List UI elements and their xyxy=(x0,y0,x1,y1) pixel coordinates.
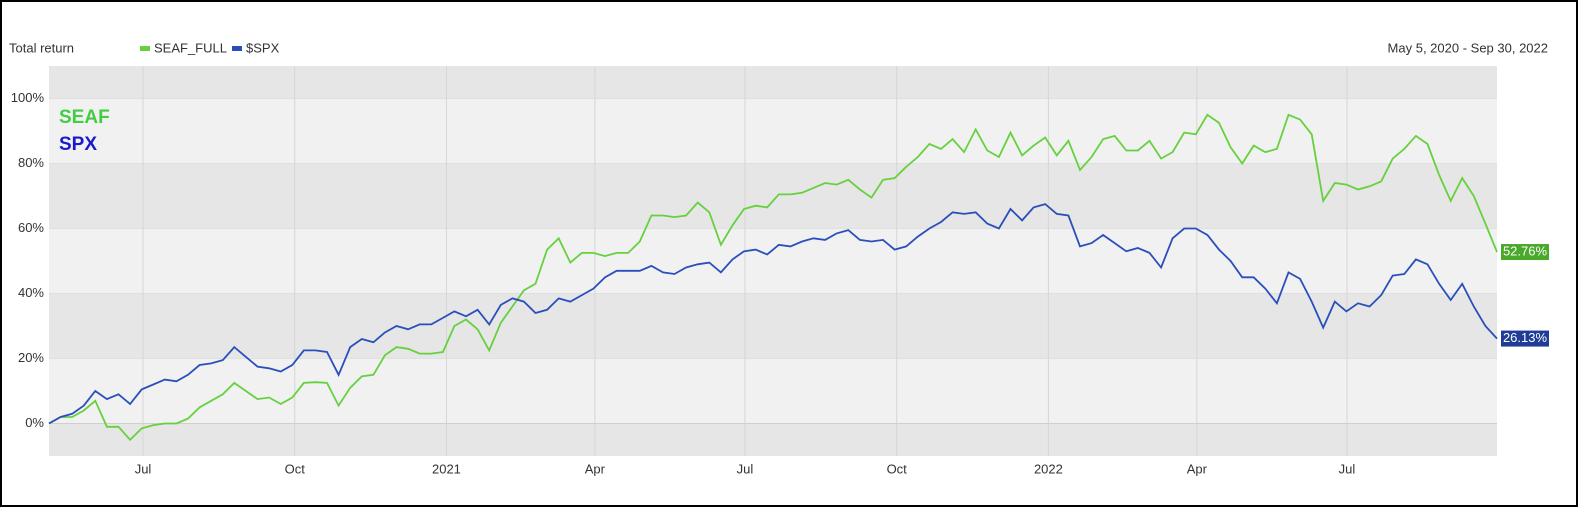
legend-label: $SPX xyxy=(246,40,280,55)
end-label-box xyxy=(1501,244,1549,261)
y-tick-label: 40% xyxy=(18,285,44,300)
y-tick-label: 80% xyxy=(18,155,44,170)
x-tick-label: 2021 xyxy=(432,461,461,476)
band xyxy=(49,66,1497,99)
legend-swatch xyxy=(140,46,150,51)
annotation: SPX xyxy=(59,134,97,155)
date-range: May 5, 2020 - Sep 30, 2022 xyxy=(1388,40,1548,55)
y-tick-label: 100% xyxy=(11,90,45,105)
band xyxy=(49,163,1497,229)
y-tick-label: 60% xyxy=(18,220,44,235)
end-label-box xyxy=(1501,330,1549,347)
x-tick-label: Apr xyxy=(585,461,606,476)
line-series xyxy=(48,113,1498,442)
band xyxy=(49,423,1497,456)
band xyxy=(49,98,1497,164)
band xyxy=(49,358,1497,424)
band xyxy=(49,228,1497,294)
end-label: 52.76% xyxy=(1503,243,1548,258)
y-tick-label: 20% xyxy=(18,350,44,365)
x-tick-label: 2022 xyxy=(1034,461,1063,476)
band xyxy=(49,293,1497,359)
legend-label: SEAF_FULL xyxy=(154,40,227,55)
x-tick-label: Apr xyxy=(1187,461,1208,476)
x-tick-label: Jul xyxy=(737,461,754,476)
line-series xyxy=(48,203,1498,425)
x-tick-label: Oct xyxy=(887,461,908,476)
annotation: SEAF xyxy=(59,107,110,128)
legend-swatch xyxy=(232,46,242,51)
x-tick-label: Jul xyxy=(1339,461,1356,476)
y-tick-label: 0% xyxy=(25,415,44,430)
x-tick-label: Jul xyxy=(135,461,152,476)
end-label: 26.13% xyxy=(1503,330,1548,345)
x-tick-label: Oct xyxy=(285,461,306,476)
chart-title: Total return xyxy=(9,40,74,55)
